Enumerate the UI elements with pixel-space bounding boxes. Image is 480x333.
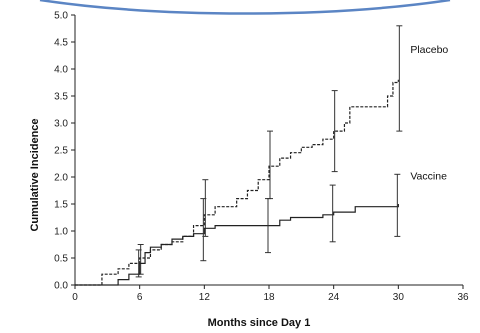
y-tick-label: 1.5: [54, 200, 68, 211]
vaccine-series-label: Vaccine: [410, 171, 447, 183]
x-tick-label: 12: [199, 292, 211, 303]
placebo-series-label: Placebo: [410, 44, 448, 56]
y-tick-label: 3.5: [54, 92, 68, 103]
y-tick-label: 0.0: [54, 281, 68, 292]
y-axis-title: Cumulative Incidence: [29, 118, 41, 231]
y-tick-label: 3.0: [54, 119, 68, 130]
y-tick-label: 4.5: [54, 38, 68, 49]
axes: 0.0 0.5 1.0 1.5 2.0 2.5 3.0 3.5 4.0 4.5 5.0 0 6 12 18 2…: [54, 11, 469, 304]
placebo-step-line: [75, 79, 399, 286]
x-tick-label: 0: [72, 292, 78, 303]
x-tick-label: 6: [137, 292, 143, 303]
y-tick-label: 2.0: [54, 173, 68, 184]
vaccine-step-line: [75, 204, 399, 286]
y-tick-label: 4.0: [54, 65, 68, 76]
x-tick-label: 36: [457, 292, 469, 303]
x-tick-label: 18: [263, 292, 275, 303]
x-axis-title: Months since Day 1: [208, 317, 311, 329]
y-tick-label: 5.0: [54, 11, 68, 22]
y-tick-label: 0.5: [54, 254, 68, 265]
x-tick-label: 24: [328, 292, 340, 303]
decorative-arc: [39, 0, 451, 15]
x-tick-label: 30: [393, 292, 405, 303]
series-group: Placebo Vaccine: [75, 25, 448, 286]
y-tick-label: 1.0: [54, 227, 68, 238]
y-tick-label: 2.5: [54, 146, 68, 157]
